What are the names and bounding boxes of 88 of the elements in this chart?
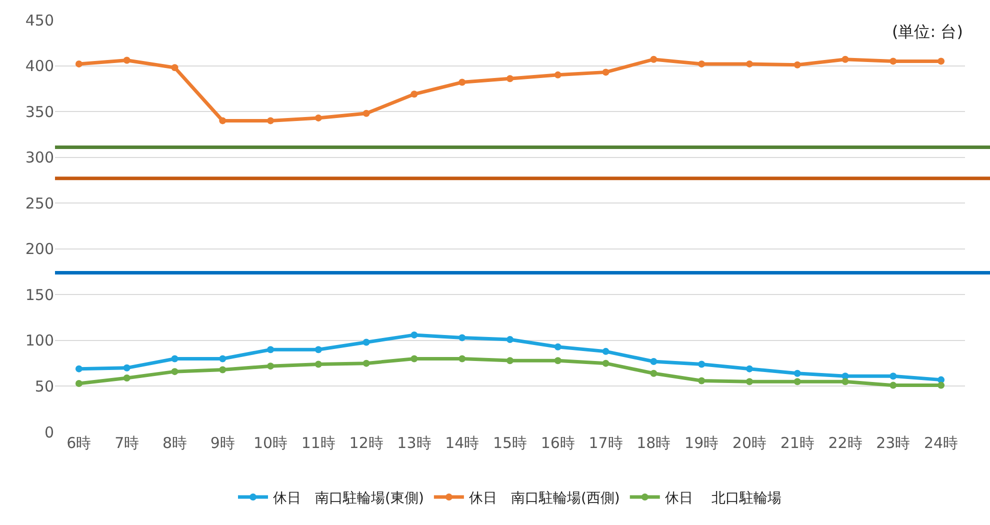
point (890, 58, 897, 65)
x-tick-label: 8時 (162, 434, 188, 452)
y-tick-label: 50 (34, 377, 54, 396)
point (602, 348, 610, 355)
point (314, 114, 322, 122)
point (890, 382, 897, 389)
y-tick-label: 400 (25, 57, 54, 76)
point (506, 336, 514, 344)
point (219, 117, 226, 124)
point (506, 75, 514, 82)
y-tick-label: 200 (25, 240, 54, 258)
point (794, 370, 801, 377)
point (362, 110, 370, 117)
point (650, 358, 658, 365)
point (698, 377, 706, 384)
y-tick-label: 150 (25, 286, 54, 304)
y-tick-label: 350 (25, 102, 54, 121)
point (842, 56, 849, 63)
y-tick-label: 100 (25, 332, 54, 350)
point (123, 374, 130, 382)
x-tick-label: 10時 (253, 434, 288, 452)
point (554, 71, 562, 78)
x-tick-label: 6時 (66, 434, 92, 452)
x-tick-label: 16時 (540, 434, 575, 452)
y-tick-label: 450 (25, 11, 54, 30)
x-tick-label: 17時 (588, 434, 623, 452)
point (650, 56, 658, 63)
point (219, 366, 226, 374)
point (267, 117, 274, 124)
point (458, 78, 466, 86)
x-tick-label: 24時 (924, 434, 958, 452)
point (171, 64, 178, 72)
point (458, 355, 466, 362)
point (362, 338, 370, 346)
y-tick-label: 300 (25, 148, 54, 167)
point (698, 360, 706, 368)
x-tick-label: 14時 (445, 434, 480, 452)
x-tick-label: 19時 (684, 434, 719, 452)
point (746, 60, 753, 68)
point (458, 334, 466, 342)
legend-label: 休日 南口駐輪場(東側) (273, 490, 424, 506)
legend-label: 休日 北口駐輪場 (664, 490, 782, 506)
x-tick-label: 12時 (349, 434, 384, 452)
point (267, 346, 274, 354)
point (794, 61, 801, 68)
point (938, 382, 945, 389)
point (410, 90, 418, 98)
x-tick-label: 7時 (114, 434, 140, 452)
legend-label: 休日 南口駐輪場(西側) (468, 490, 620, 506)
point (602, 360, 610, 367)
point (75, 60, 82, 68)
point (123, 56, 130, 64)
x-tick-label: 23時 (876, 434, 910, 452)
point (314, 346, 322, 354)
point (410, 331, 418, 338)
point (794, 378, 801, 386)
x-tick-label: 22時 (828, 434, 862, 452)
point (314, 360, 322, 368)
x-tick-label: 21時 (780, 434, 814, 452)
point (123, 364, 130, 372)
x-tick-label: 9時 (210, 434, 235, 452)
point (362, 360, 370, 367)
point (75, 365, 82, 372)
point (746, 365, 753, 372)
annotation: (単位: 台) (892, 22, 963, 41)
point (650, 370, 658, 377)
point (219, 355, 226, 362)
point (171, 368, 178, 376)
point (890, 372, 897, 380)
point (171, 355, 178, 362)
point (746, 378, 753, 386)
x-tick-label: 15時 (492, 434, 528, 452)
point (602, 68, 610, 76)
point (842, 378, 849, 386)
point (938, 58, 945, 65)
x-tick-label: 13時 (397, 434, 432, 452)
point (410, 355, 418, 362)
point (698, 60, 706, 68)
point (554, 343, 562, 350)
point (267, 362, 274, 370)
x-tick-label: 20時 (732, 434, 767, 452)
point (506, 357, 514, 364)
x-tick-label: 11時 (301, 434, 336, 452)
x-tick-label: 18時 (636, 434, 671, 452)
point (75, 380, 82, 387)
point (554, 357, 562, 364)
y-tick-label: 250 (25, 194, 54, 212)
y-tick-label: 0 (44, 423, 54, 442)
